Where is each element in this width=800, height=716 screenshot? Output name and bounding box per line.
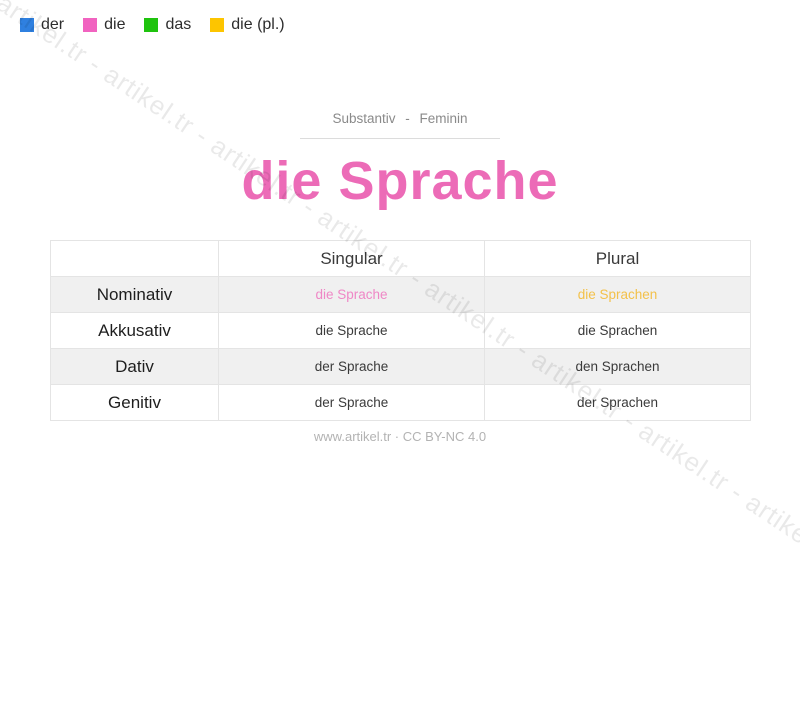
- legend-item-der: der: [20, 16, 64, 34]
- legend-item-das: das: [144, 16, 191, 34]
- table-row-nominativ: Nominativ die Sprache die Sprachen: [50, 276, 751, 313]
- legend-item-die-plural: die (pl.): [210, 16, 285, 34]
- case-label-nominativ: Nominativ: [50, 276, 219, 313]
- cell-nominativ-plural: die Sprachen: [484, 276, 751, 313]
- cell-genitiv-singular: der Sprache: [218, 384, 485, 421]
- der-color-swatch: [20, 18, 34, 32]
- table-row-genitiv: Genitiv der Sprache der Sprachen: [50, 384, 751, 421]
- footer-credit: www.artikel.tr · CC BY-NC 4.0: [313, 429, 487, 444]
- legend-label-die-plural: die (pl.): [231, 16, 285, 33]
- cell-dativ-singular: der Sprache: [218, 348, 485, 385]
- noun-category-label: Substantiv - Feminin: [332, 111, 468, 126]
- column-header-singular: Singular: [218, 240, 485, 277]
- column-header-plural: Plural: [484, 240, 751, 277]
- declension-table: Singular Plural Nominativ die Sprache di…: [50, 240, 751, 421]
- case-label-genitiv: Genitiv: [50, 384, 219, 421]
- legend-label-der: der: [41, 16, 65, 33]
- das-color-swatch: [144, 18, 159, 32]
- legend-item-die: die: [83, 16, 125, 34]
- divider-line: [300, 138, 500, 139]
- legend-label-die: die: [104, 16, 126, 33]
- cell-akkusativ-plural: die Sprachen: [484, 312, 751, 349]
- table-row-dativ: Dativ der Sprache den Sprachen: [50, 348, 751, 385]
- legend-label-das: das: [165, 16, 192, 33]
- table-row-akkusativ: Akkusativ die Sprache die Sprachen: [50, 312, 751, 349]
- cell-genitiv-plural: der Sprachen: [484, 384, 751, 421]
- case-label-akkusativ: Akkusativ: [50, 312, 219, 349]
- case-label-dativ: Dativ: [50, 348, 219, 385]
- cell-nominativ-singular: die Sprache: [218, 276, 485, 313]
- article-color-legend: der die das die (pl.): [20, 16, 285, 34]
- cell-akkusativ-singular: die Sprache: [218, 312, 485, 349]
- cell-dativ-plural: den Sprachen: [484, 348, 751, 385]
- column-header-empty: [50, 240, 219, 277]
- die-plural-color-swatch: [210, 18, 225, 32]
- die-color-swatch: [83, 18, 98, 32]
- table-header-row: Singular Plural: [50, 240, 751, 277]
- page-title: die Sprache: [241, 151, 559, 211]
